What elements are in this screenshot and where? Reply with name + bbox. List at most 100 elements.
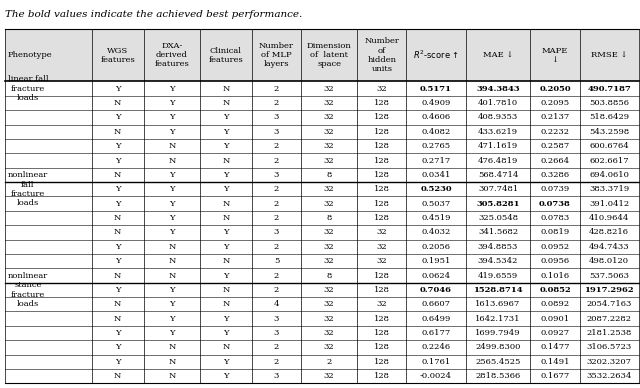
Text: 128: 128 (374, 171, 390, 179)
Text: Y: Y (169, 214, 175, 222)
Text: 0.0901: 0.0901 (540, 315, 570, 323)
Text: 0.2246: 0.2246 (421, 343, 451, 352)
Text: 1917.2962: 1917.2962 (584, 286, 634, 294)
Bar (5, 168, 639, 182)
Text: 3: 3 (274, 372, 279, 380)
Text: 410.9644: 410.9644 (589, 214, 629, 222)
Text: N: N (168, 272, 175, 279)
Text: N: N (222, 300, 230, 308)
Text: 2: 2 (274, 358, 279, 366)
Text: WGS
features: WGS features (100, 47, 135, 64)
Text: Y: Y (115, 156, 120, 165)
Text: 32: 32 (324, 229, 335, 236)
Text: N: N (168, 257, 175, 265)
Text: 2: 2 (274, 243, 279, 251)
Text: Y: Y (223, 142, 228, 150)
Text: 128: 128 (374, 343, 390, 352)
Text: 32: 32 (324, 343, 335, 352)
Text: 568.4714: 568.4714 (478, 171, 518, 179)
Text: 0.2056: 0.2056 (421, 243, 451, 251)
Text: 694.0610: 694.0610 (589, 171, 629, 179)
Text: 128: 128 (374, 214, 390, 222)
Text: N: N (168, 243, 175, 251)
Text: 32: 32 (324, 243, 335, 251)
Text: N: N (114, 372, 122, 380)
Text: 0.5037: 0.5037 (421, 200, 451, 208)
Text: Y: Y (169, 99, 175, 107)
Text: Number
of MLP
layers: Number of MLP layers (259, 42, 294, 69)
Bar (5, 96, 639, 110)
Bar (5, 369, 639, 383)
Text: 0.0956: 0.0956 (540, 257, 570, 265)
Text: N: N (222, 286, 230, 294)
Text: 394.3843: 394.3843 (476, 85, 520, 93)
Text: Y: Y (169, 329, 175, 337)
Text: Y: Y (223, 358, 228, 366)
Text: 3202.3207: 3202.3207 (587, 358, 632, 366)
Text: 0.0927: 0.0927 (540, 329, 570, 337)
Text: Y: Y (115, 142, 120, 150)
Text: N: N (222, 85, 230, 93)
Text: 128: 128 (374, 329, 390, 337)
Text: 305.8281: 305.8281 (476, 200, 520, 208)
Text: Y: Y (115, 243, 120, 251)
Text: 128: 128 (374, 358, 390, 366)
Text: 2: 2 (274, 142, 279, 150)
Text: 128: 128 (374, 128, 390, 136)
Text: Y: Y (169, 171, 175, 179)
Text: Y: Y (169, 185, 175, 193)
Text: Y: Y (169, 128, 175, 136)
Text: DXA-
derived
features: DXA- derived features (154, 42, 189, 69)
Text: nonlinear
stance
fracture
loads: nonlinear stance fracture loads (8, 272, 48, 308)
Text: 0.0624: 0.0624 (421, 272, 451, 279)
Text: Y: Y (223, 171, 228, 179)
Text: 128: 128 (374, 142, 390, 150)
Text: 8: 8 (326, 272, 332, 279)
Text: The bold values indicate the achieved best performance.: The bold values indicate the achieved be… (5, 10, 302, 19)
Text: 128: 128 (374, 286, 390, 294)
Text: 419.6559: 419.6559 (478, 272, 518, 279)
Text: N: N (222, 257, 230, 265)
Text: 128: 128 (374, 315, 390, 323)
Text: Y: Y (115, 358, 120, 366)
Text: 32: 32 (324, 329, 335, 337)
Text: 307.7481: 307.7481 (478, 185, 518, 193)
Bar (5, 196, 639, 211)
Text: Y: Y (223, 113, 228, 121)
Text: 602.6617: 602.6617 (589, 156, 629, 165)
Bar (5, 29, 639, 81)
Text: 0.6499: 0.6499 (421, 315, 451, 323)
Text: Dimension
of  latent
space: Dimension of latent space (307, 42, 351, 69)
Text: 391.0412: 391.0412 (589, 200, 629, 208)
Text: 0.5230: 0.5230 (420, 185, 452, 193)
Text: 0.7046: 0.7046 (420, 286, 452, 294)
Text: Y: Y (169, 200, 175, 208)
Bar (5, 110, 639, 125)
Text: N: N (222, 214, 230, 222)
Text: 0.4519: 0.4519 (421, 214, 451, 222)
Text: 8: 8 (326, 171, 332, 179)
Bar (5, 254, 639, 268)
Text: 0.5171: 0.5171 (420, 85, 452, 93)
Text: 0.2095: 0.2095 (540, 99, 570, 107)
Text: 0.0952: 0.0952 (540, 243, 570, 251)
Text: 0.1761: 0.1761 (421, 358, 451, 366)
Text: linear fall
fracture
loads: linear fall fracture loads (8, 76, 48, 102)
Text: Y: Y (115, 85, 120, 93)
Text: 2181.2538: 2181.2538 (586, 329, 632, 337)
Text: N: N (222, 200, 230, 208)
Text: N: N (114, 229, 122, 236)
Text: 32: 32 (324, 200, 335, 208)
Bar (5, 268, 639, 283)
Text: 498.0120: 498.0120 (589, 257, 629, 265)
Text: 128: 128 (374, 272, 390, 279)
Text: Y: Y (223, 315, 228, 323)
Text: 0.2664: 0.2664 (540, 156, 570, 165)
Text: 8: 8 (326, 214, 332, 222)
Text: N: N (168, 142, 175, 150)
Text: 4: 4 (274, 300, 279, 308)
Text: 341.5682: 341.5682 (478, 229, 518, 236)
Text: Y: Y (223, 243, 228, 251)
Text: -0.0024: -0.0024 (420, 372, 452, 380)
Text: Y: Y (115, 185, 120, 193)
